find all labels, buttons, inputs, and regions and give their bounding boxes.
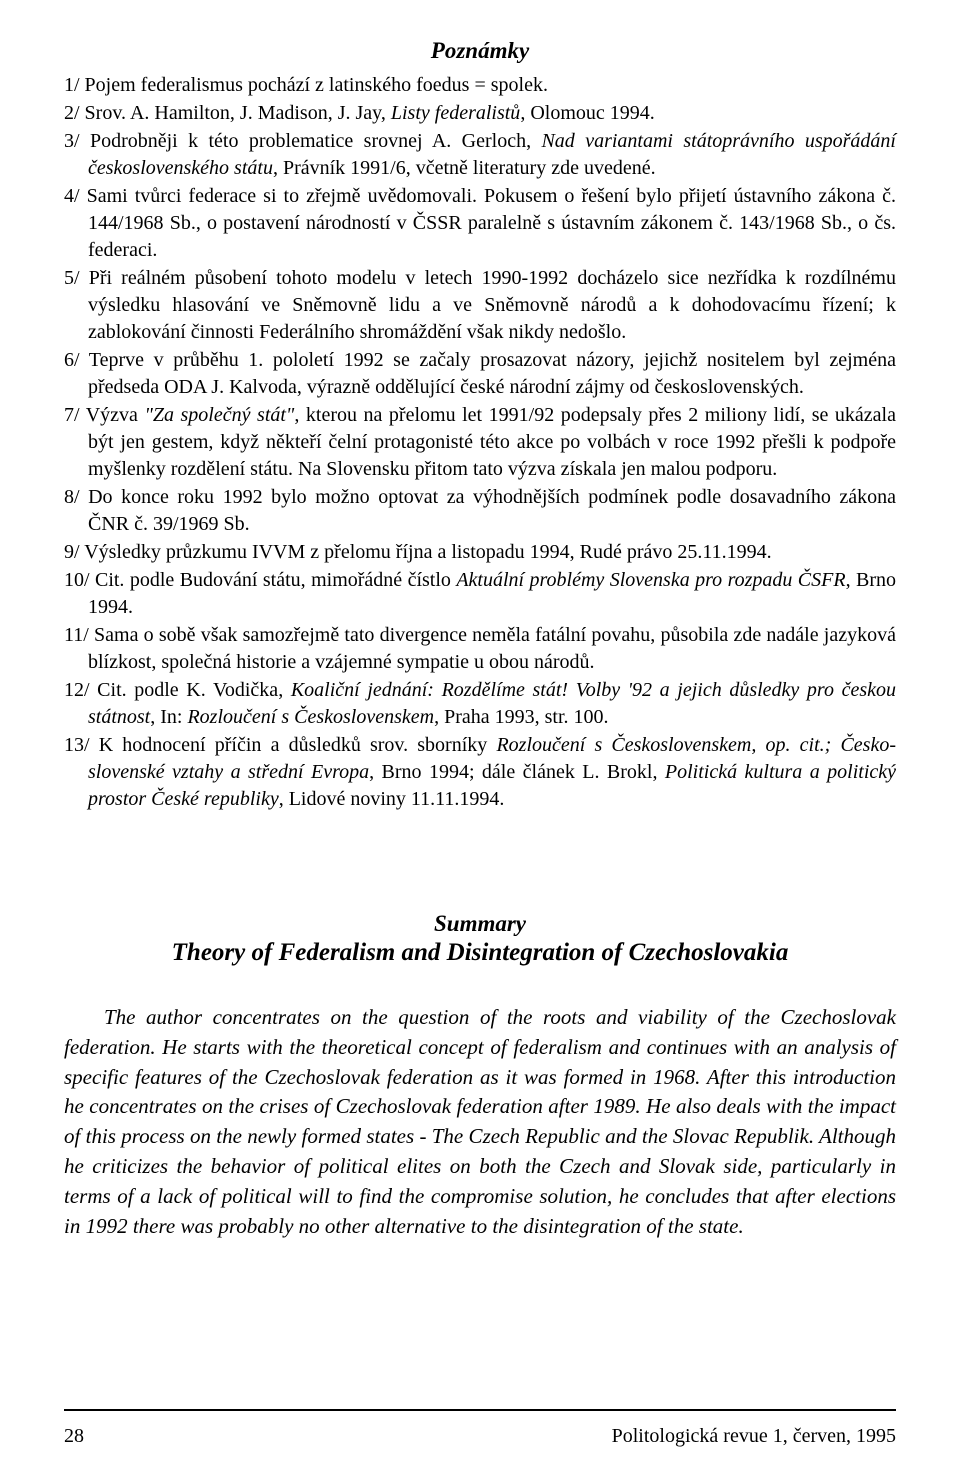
summary-title: Theory of Federalism and Disintegration … <box>64 939 896 967</box>
summary-body: The author concentrates on the question … <box>64 1003 896 1242</box>
note-item: 9/ Výsledky průzkumu IVVM z přelomu říjn… <box>64 539 896 566</box>
summary-label: Summary <box>64 911 896 937</box>
note-item: 6/ Teprve v průběhu 1. pololetí 1992 se … <box>64 347 896 401</box>
note-item: 7/ Výzva "Za společný stát", kterou na p… <box>64 402 896 483</box>
note-item: 11/ Sama o sobě však samozřejmě tato div… <box>64 622 896 676</box>
note-item: 5/ Při reálném působení tohoto modelu v … <box>64 265 896 346</box>
journal-name: Politologická revue 1, červen, 1995 <box>612 1425 896 1448</box>
footer-rule <box>64 1409 896 1411</box>
note-item: 12/ Cit. podle K. Vodička, Koaliční jedn… <box>64 677 896 731</box>
page-number: 28 <box>64 1425 84 1448</box>
note-item: 8/ Do konce roku 1992 bylo možno optovat… <box>64 484 896 538</box>
notes-list: 1/ Pojem federalismus pochází z latinské… <box>64 72 896 813</box>
note-item: 1/ Pojem federalismus pochází z latinské… <box>64 72 896 99</box>
note-item: 3/ Podrobněji k této problematice srovne… <box>64 128 896 182</box>
summary-block: Summary Theory of Federalism and Disinte… <box>64 911 896 967</box>
note-item: 4/ Sami tvůrci federace si to zřejmě uvě… <box>64 183 896 264</box>
note-item: 13/ K hodnocení příčin a důsledků srov. … <box>64 732 896 813</box>
page-footer: 28 Politologická revue 1, červen, 1995 <box>64 1409 896 1448</box>
notes-heading: Poznámky <box>64 38 896 64</box>
note-item: 10/ Cit. podle Budování státu, mimořádné… <box>64 567 896 621</box>
note-item: 2/ Srov. A. Hamilton, J. Madison, J. Jay… <box>64 100 896 127</box>
